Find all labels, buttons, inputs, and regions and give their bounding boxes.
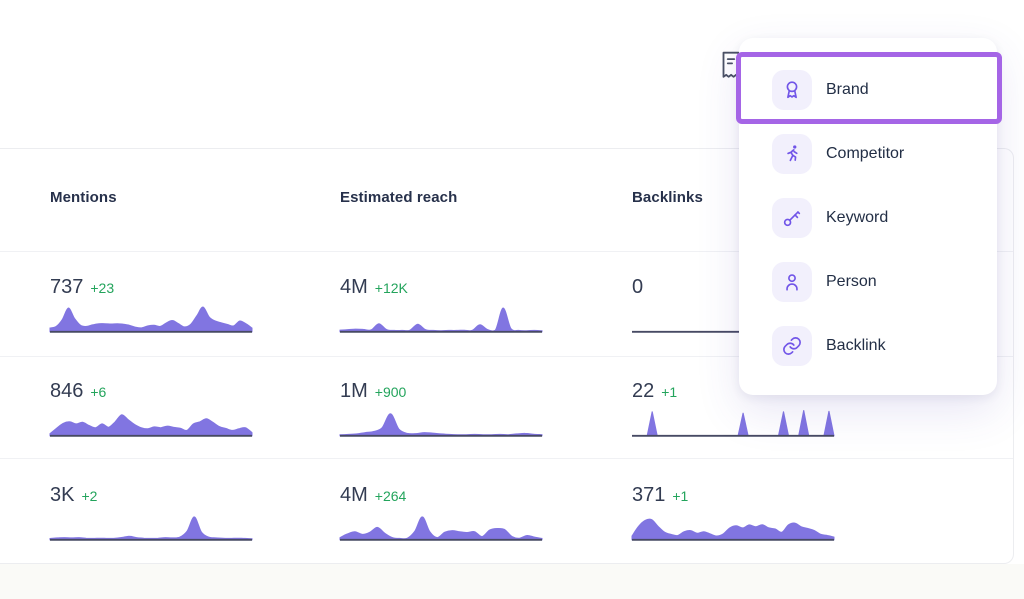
metric-delta: +12K [374,280,408,296]
metric-cell-reach-row1: 4M +12K [339,276,544,333]
column-header-estimated-reach: Estimated reach [340,189,458,206]
metric-delta: +6 [90,384,107,400]
menu-item-label: Keyword [826,209,889,226]
metric-cell-mentions-row2: 846 +6 [49,380,254,437]
metric-cell-reach-row3: 4M +264 [339,484,544,541]
key-icon [772,198,812,238]
menu-item-keyword[interactable]: Keyword [739,186,997,250]
menu-item-brand[interactable]: Brand [739,58,997,122]
metric-value: 3K [50,484,75,506]
link-icon [772,326,812,366]
column-header-backlinks: Backlinks [632,189,703,206]
entity-type-menu: Brand Competitor [739,38,997,395]
metric-value: 1M [340,380,368,402]
menu-item-person[interactable]: Person [739,250,997,314]
metric-delta: +23 [90,280,115,296]
sparkline-chart [49,516,253,541]
metric-value: 4M [340,484,368,506]
metric-cell-reach-row2: 1M +900 [339,380,544,437]
metric-value: 846 [50,380,84,402]
menu-item-competitor[interactable]: Competitor [739,122,997,186]
sparkline-chart [631,518,835,541]
metric-delta: +900 [374,384,407,400]
sparkline-chart [339,516,543,541]
metric-value: 4M [340,276,368,298]
row-separator [0,251,1013,252]
column-header-mentions: Mentions [50,189,117,206]
menu-item-label: Backlink [826,337,886,354]
metric-cell-backlinks-row2: 22 +1 [632,380,836,437]
row-separator [0,458,1013,459]
metric-delta: +2 [81,488,98,504]
metric-delta: +1 [672,488,689,504]
runner-icon [772,134,812,174]
metric-value: 0 [632,276,644,298]
metric-value: 371 [632,484,666,506]
award-icon [772,70,812,110]
sparkline-chart [339,413,543,437]
menu-item-label: Competitor [826,145,905,162]
metric-delta: +264 [374,488,407,504]
metric-value: 22 [632,380,655,402]
menu-item-label: Brand [826,81,869,98]
sparkline-chart [49,414,253,437]
row-separator [0,356,1013,357]
metric-cell-mentions-row3: 3K +2 [49,484,254,541]
menu-item-backlink[interactable]: Backlink [739,314,997,378]
metric-cell-backlinks-row3: 371 +1 [631,484,836,541]
metric-value: 737 [50,276,84,298]
sparkline-chart [632,410,835,437]
person-icon [772,262,812,302]
sparkline-chart [339,307,543,333]
menu-item-label: Person [826,273,877,290]
metric-cell-mentions-row1: 737 +23 [49,276,254,333]
sparkline-chart [49,306,253,333]
metric-delta: +1 [661,384,678,400]
page-lower-background [0,564,1024,599]
